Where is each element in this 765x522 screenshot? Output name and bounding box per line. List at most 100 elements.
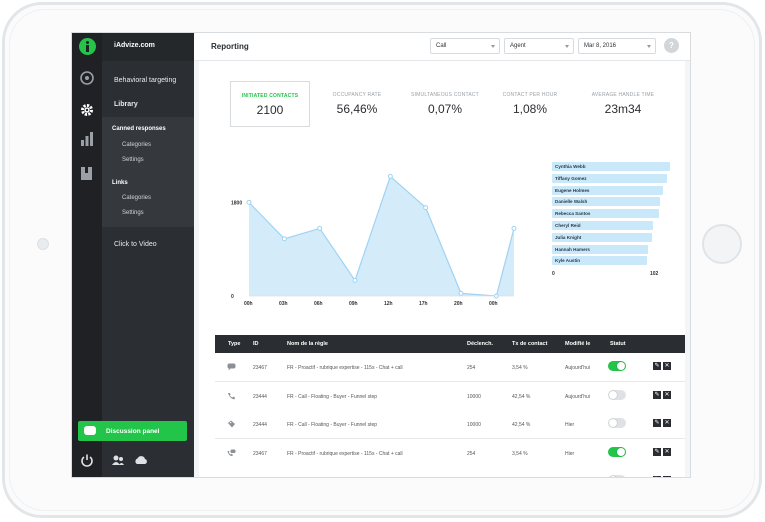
x-tick-label: 17h (419, 301, 428, 307)
kpi-occupancy-rate[interactable]: OCCUPANCY RATE 56,46% (317, 81, 397, 127)
delete-icon[interactable]: ✕ (663, 390, 671, 399)
edit-icon[interactable]: ✎ (653, 476, 661, 477)
gear-icon[interactable] (79, 102, 95, 118)
group-select[interactable]: Agent (504, 38, 574, 54)
nav-canned-settings[interactable]: Settings (122, 157, 144, 163)
nav-canned-responses[interactable]: Canned responses (112, 126, 166, 132)
cell-id: 23467 (253, 450, 267, 457)
bar-chart-icon[interactable] (79, 131, 95, 147)
table-row[interactable]: 23467 FR - Proactif - rubrique expertise … (215, 353, 685, 382)
toggle-knob (609, 419, 617, 428)
status-toggle[interactable] (608, 475, 626, 477)
chat-bubble-icon (84, 426, 96, 435)
nav-links-settings[interactable]: Settings (122, 210, 144, 216)
cell-trigger: 10000 (467, 393, 481, 400)
x-tick-label: 00h (489, 301, 498, 307)
col-type[interactable]: Type (228, 341, 241, 347)
kpi-average-handle-time[interactable]: AVERAGE HANDLE TIME 23m34 (583, 81, 663, 127)
chart-point (352, 277, 358, 283)
edit-icon[interactable]: ✎ (653, 362, 661, 370)
tablet-bezel (9, 9, 755, 511)
edit-icon[interactable]: ✎ (653, 390, 661, 399)
kpi-initiated-contacts[interactable]: INITIATED CONTACTS 2100 (230, 81, 310, 127)
help-button[interactable]: ? (664, 38, 679, 53)
cell-id: 23444 (253, 393, 267, 400)
nav-behavioral-targeting[interactable]: Behavioral targeting (114, 77, 177, 84)
power-icon[interactable] (80, 453, 94, 467)
cell-rule-name: FR - Proactif - rubrique expertise - 115… (287, 450, 403, 457)
table-header: Type ID Nom de la règle Déclench. Tx de … (215, 335, 685, 353)
users-icon[interactable] (111, 453, 125, 467)
delete-icon[interactable]: ✕ (663, 447, 671, 456)
nav-links[interactable]: Links (112, 180, 128, 186)
x-tick-label: 06h (314, 301, 323, 307)
chart-point (423, 205, 429, 211)
discussion-panel-label: Discussion panel (106, 427, 160, 435)
group-select-value: Agent (510, 43, 526, 49)
ranking-agent-name: Eugene Holmes (555, 187, 590, 193)
target-icon[interactable] (79, 70, 95, 86)
date-select[interactable]: Mar 8, 2016 (578, 38, 656, 54)
ranking-agent-name: Julia Knight (555, 234, 582, 240)
cell-trigger: 254 (467, 450, 476, 457)
library-subpanel: Canned responses Categories Settings Lin… (102, 117, 194, 227)
delete-icon[interactable]: ✕ (663, 419, 671, 428)
x-tick-label: 20h (454, 301, 463, 307)
edit-icon[interactable]: ✎ (653, 419, 661, 428)
kpi-value: 23m34 (604, 102, 642, 116)
home-button[interactable] (702, 224, 742, 264)
col-trigger[interactable]: Déclench. (467, 341, 493, 347)
ranking-agent-name: Hannah Hamers (555, 246, 590, 252)
toggle-knob (617, 362, 625, 370)
icon-rail (72, 33, 102, 477)
table-row[interactable]: 23467 FR - Proactif - rubrique expertise … (215, 438, 685, 468)
table-row[interactable]: 23444 FR - Call - Floating - Buyer - Funn… (215, 381, 685, 411)
ranking-agent-name: Danielle Walsh (555, 199, 588, 205)
kpi-value: 56,46% (336, 102, 378, 116)
toggle-knob (609, 390, 617, 399)
cell-modified: Aujourd'hui (565, 365, 590, 371)
cell-rule-name: FR - Call - Floating - Buyer - Funnel st… (287, 422, 378, 429)
ranking-agent-name: Cynthia Webb (555, 164, 586, 169)
x-tick-label: 09h (349, 301, 358, 307)
channel-select[interactable]: Call (430, 38, 500, 54)
x-tick-label: 00h (244, 301, 253, 307)
tag-icon (227, 420, 236, 428)
status-toggle[interactable] (608, 361, 626, 371)
ranking-bar (552, 162, 670, 171)
col-rule-name[interactable]: Nom de la règle (287, 341, 328, 347)
delete-icon[interactable]: ✕ (663, 476, 671, 477)
chevron-down-icon (565, 45, 569, 48)
phone-icon (227, 392, 236, 400)
book-icon[interactable] (79, 165, 95, 181)
nav-links-categories[interactable]: Categories (122, 195, 152, 201)
ranking-agent-name: Cheryl Reid (555, 223, 581, 228)
discussion-panel-button[interactable]: Discussion panel (78, 421, 187, 441)
chart-point (458, 290, 464, 296)
kpi-contact-per-hour[interactable]: CONTACT PER HOUR 1,08% (490, 81, 570, 127)
edit-icon[interactable]: ✎ (653, 447, 661, 456)
cell-trigger: 10000 (467, 422, 481, 429)
col-modified[interactable]: Modifié le (565, 341, 591, 347)
status-toggle[interactable] (608, 389, 626, 400)
col-contact-rate[interactable]: Tx de contact (512, 341, 548, 347)
nav-click-to-video[interactable]: Click to Video (114, 241, 157, 248)
delete-icon[interactable]: ✕ (663, 362, 671, 370)
status-toggle[interactable] (608, 446, 626, 457)
cell-rule-name: FR - Proactif - rubrique expertise - 115… (287, 365, 403, 371)
nav-canned-categories[interactable]: Categories (122, 142, 152, 148)
ranking-bar (552, 197, 661, 207)
col-status[interactable]: Statut (610, 341, 626, 347)
nav-library[interactable]: Library (114, 101, 138, 108)
col-id[interactable]: ID (253, 341, 259, 347)
cell-rule-name: FR - Call - Floating - Buyer - Funnel st… (287, 393, 378, 400)
ranking-bar (552, 209, 660, 219)
logo-icon[interactable] (79, 38, 96, 55)
chat-phone-icon (227, 449, 236, 457)
kpi-simultaneous-contact[interactable]: SIMULTANEOUS CONTACT 0,07% (405, 81, 485, 127)
cloud-icon[interactable] (134, 453, 148, 467)
chat-icon (227, 363, 236, 371)
status-toggle[interactable] (608, 418, 626, 429)
